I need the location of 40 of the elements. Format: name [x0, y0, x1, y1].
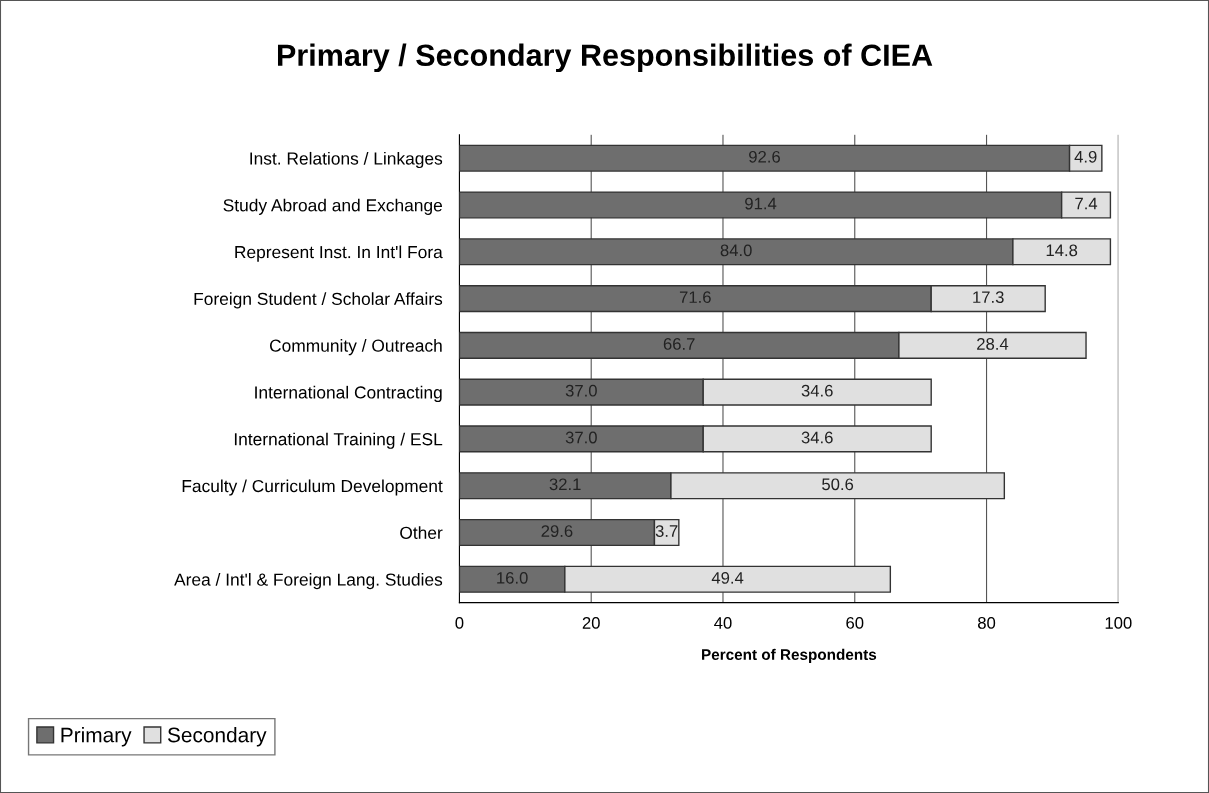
legend-label: Primary: [61, 727, 132, 747]
data-label: 16.0: [497, 571, 528, 584]
data-label: 37.0: [565, 384, 597, 397]
x-tick-label: 60: [846, 617, 864, 629]
data-label: 66.7: [663, 338, 695, 350]
x-tick-label: 20: [582, 617, 600, 629]
data-label: 28.4: [977, 338, 1009, 350]
data-label: 17.3: [973, 291, 1004, 304]
y-tick-label: Represent Inst. In Int'l Fora: [235, 245, 443, 262]
data-label: 49.4: [711, 571, 744, 584]
y-tick-label: Other: [400, 526, 443, 539]
data-label: 37.0: [565, 431, 597, 444]
y-tick-label: Foreign Student / Scholar Affairs: [194, 292, 443, 309]
data-label: 32.1: [549, 478, 581, 491]
data-label: 91.4: [745, 197, 777, 210]
legend-label: Secondary: [167, 727, 267, 747]
data-label: 4.9: [1074, 150, 1097, 163]
x-tick-label: 0: [455, 617, 464, 629]
y-tick-label: Community / Outreach: [269, 339, 442, 356]
x-tick-label: 40: [714, 617, 732, 629]
data-label: 34.6: [801, 431, 833, 444]
x-tick-label: 100: [1105, 617, 1132, 629]
y-tick-label: Area / Int'l & Foreign Lang. Studies: [174, 573, 443, 590]
x-axis-title: Percent of Respondents: [702, 648, 877, 664]
data-label: 92.6: [749, 150, 780, 163]
y-tick-label: Faculty / Curriculum Development: [182, 479, 443, 496]
x-tick-label: 80: [978, 617, 996, 629]
data-label: 7.4: [1075, 197, 1098, 210]
y-tick-label: Inst. Relations / Linkages: [250, 151, 443, 169]
data-label: 3.7: [655, 525, 678, 537]
data-label: 84.0: [720, 244, 752, 257]
y-tick-label: International Contracting: [255, 385, 442, 403]
chart-title: Primary / Secondary Responsibilities of CIEA: [277, 43, 933, 73]
y-tick-label: Study Abroad and Exchange: [223, 198, 442, 215]
data-label: 50.6: [822, 478, 854, 491]
data-label: 14.8: [1046, 244, 1078, 257]
data-label: 34.6: [801, 384, 833, 397]
data-label: 29.6: [541, 525, 573, 537]
data-label: 71.6: [679, 291, 711, 304]
y-tick-label: International Training / ESL: [234, 432, 443, 449]
